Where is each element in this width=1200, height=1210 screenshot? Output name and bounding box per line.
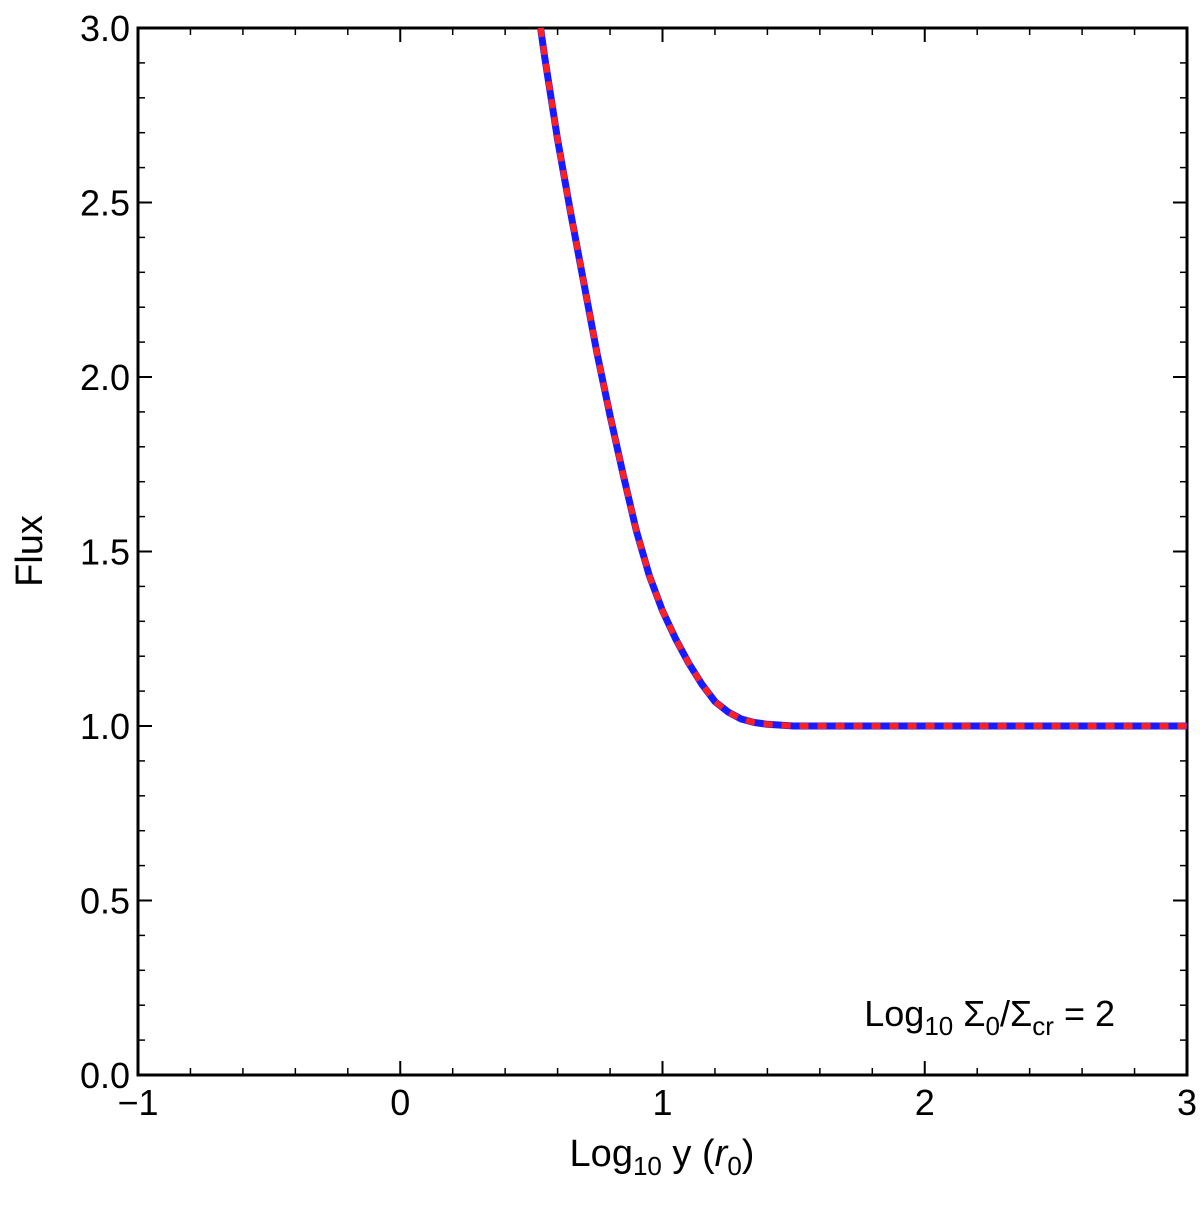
annot-slash-sigma: /Σ — [1000, 993, 1032, 1034]
x-label-log-sub: 10 — [633, 1151, 662, 1181]
y-tick-label: 0.0 — [80, 1055, 130, 1096]
annot-sigma0-sub: 0 — [986, 1011, 1000, 1041]
x-tick-labels: −1 0 1 2 3 — [117, 1082, 1197, 1123]
annot-sigma0: Σ — [953, 993, 985, 1034]
y-tick-label: 1.5 — [80, 532, 130, 573]
y-tick-labels: 0.0 0.5 1.0 1.5 2.0 2.5 3.0 — [80, 8, 130, 1096]
x-label-r-sub: 0 — [727, 1151, 741, 1181]
plot-frame — [136, 26, 1189, 1077]
y-tick-label: 1.0 — [80, 706, 130, 747]
annot-log-sub: 10 — [924, 1011, 953, 1041]
x-tick-label: −1 — [117, 1082, 158, 1123]
x-label-rest: y ( — [662, 1133, 715, 1175]
x-axis-label: Log10 y (r0) — [570, 1133, 755, 1181]
annotation: Log10 Σ0/Σcr = 2 — [864, 993, 1115, 1041]
major-ticks — [137, 27, 1188, 1076]
y-tick-label: 0.5 — [80, 881, 130, 922]
series-layer — [537, 27, 1187, 730]
series-line-1 — [537, 27, 1187, 730]
x-tick-label: 0 — [390, 1082, 410, 1123]
x-tick-label: 2 — [915, 1082, 935, 1123]
x-tick-label: 3 — [1177, 1082, 1197, 1123]
x-label-close: ) — [742, 1133, 755, 1175]
annot-log: Log — [864, 993, 924, 1034]
y-axis-label: Flux — [9, 515, 51, 587]
series-line-2 — [537, 27, 1187, 729]
annot-tail: = 2 — [1054, 993, 1115, 1034]
y-tick-label: 2.0 — [80, 357, 130, 398]
x-label-r: r — [715, 1133, 729, 1175]
x-label-log: Log — [570, 1133, 633, 1175]
annot-sigmacr-sub: cr — [1032, 1011, 1054, 1041]
minor-ticks — [138, 28, 1187, 1075]
x-tick-label: 1 — [652, 1082, 672, 1123]
y-tick-label: 2.5 — [80, 183, 130, 224]
y-tick-label: 3.0 — [80, 8, 130, 49]
